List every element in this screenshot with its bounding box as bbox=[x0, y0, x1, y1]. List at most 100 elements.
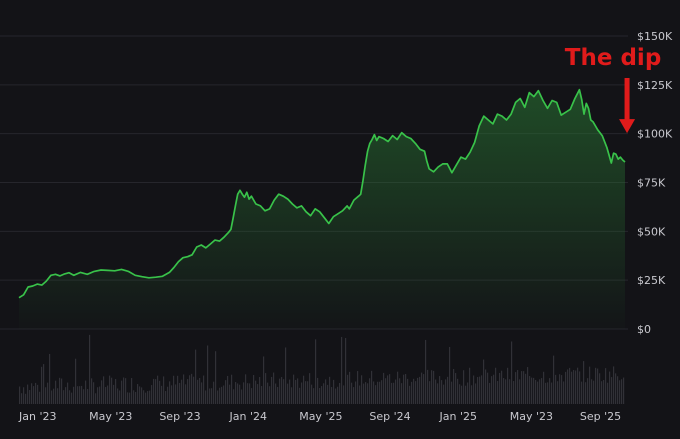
volume-bar bbox=[585, 382, 587, 404]
volume-bar bbox=[381, 380, 383, 404]
volume-bar bbox=[399, 378, 401, 404]
volume-bar bbox=[77, 386, 79, 404]
volume-bar bbox=[417, 377, 419, 404]
volume-bar bbox=[575, 370, 577, 404]
volume-bar bbox=[253, 375, 255, 404]
x-tick-label: Sep '23 bbox=[159, 410, 200, 423]
volume-bar bbox=[355, 381, 357, 404]
volume-bar bbox=[259, 377, 261, 404]
volume-bar bbox=[203, 375, 205, 404]
volume-bar bbox=[577, 367, 579, 404]
x-tick-label: Jan '24 bbox=[229, 410, 267, 423]
volume-bar bbox=[617, 376, 619, 404]
volume-bar bbox=[309, 373, 311, 404]
volume-bar bbox=[377, 381, 379, 404]
volume-bar bbox=[129, 392, 131, 404]
volume-bar bbox=[521, 371, 523, 404]
volume-bar bbox=[39, 391, 41, 404]
volume-bar bbox=[207, 345, 209, 404]
volume-bar bbox=[365, 382, 367, 404]
volume-bar bbox=[281, 377, 283, 404]
y-tick-label: $0 bbox=[637, 323, 651, 336]
volume-bar bbox=[371, 370, 373, 404]
volume-bar bbox=[357, 371, 359, 404]
x-tick-label: May '23 bbox=[510, 410, 553, 423]
volume-bar bbox=[161, 385, 163, 404]
volume-bar bbox=[477, 377, 479, 404]
volume-bar bbox=[35, 382, 37, 404]
volume-bar bbox=[511, 341, 513, 404]
y-tick-label: $25K bbox=[637, 274, 666, 287]
volume-bar bbox=[93, 382, 95, 404]
volume-bar bbox=[367, 383, 369, 404]
volume-bar bbox=[41, 366, 43, 404]
volume-bar bbox=[363, 383, 365, 404]
volume-bar bbox=[265, 373, 267, 404]
volume-bar bbox=[279, 378, 281, 404]
volume-bar bbox=[185, 384, 187, 404]
volume-bar bbox=[385, 378, 387, 404]
volume-bar bbox=[611, 377, 613, 404]
volume-bar bbox=[425, 339, 427, 404]
volume-bar bbox=[541, 378, 543, 404]
volume-bar bbox=[295, 379, 297, 404]
x-tick-label: Sep '25 bbox=[580, 410, 621, 423]
volume-bar bbox=[135, 391, 137, 404]
volume-bar bbox=[155, 379, 157, 404]
volume-bar bbox=[547, 382, 549, 404]
volume-bar bbox=[147, 391, 149, 404]
volume-bar bbox=[31, 383, 33, 404]
volume-bar bbox=[495, 367, 497, 404]
volume-bar bbox=[157, 375, 159, 404]
volume-bar bbox=[221, 386, 223, 404]
volume-bar bbox=[455, 373, 457, 404]
volume-bar bbox=[193, 376, 195, 404]
volume-bar bbox=[303, 375, 305, 404]
volume-bar bbox=[481, 375, 483, 404]
volume-bar bbox=[337, 386, 339, 404]
volume-bar bbox=[347, 374, 349, 404]
volume-bar bbox=[131, 378, 133, 404]
volume-bar bbox=[261, 386, 263, 404]
volume-bar bbox=[389, 374, 391, 404]
volume-bar bbox=[141, 387, 143, 404]
volume-bar bbox=[463, 370, 465, 404]
volume-bar bbox=[473, 375, 475, 404]
volume-bar bbox=[197, 379, 199, 404]
volume-bar bbox=[549, 378, 551, 404]
volume-bar bbox=[291, 387, 293, 404]
volume-bar bbox=[409, 385, 411, 404]
volume-bar bbox=[187, 379, 189, 404]
volume-bar bbox=[533, 377, 535, 404]
volume-bar bbox=[593, 380, 595, 404]
volume-bar bbox=[89, 334, 91, 404]
volume-bar bbox=[301, 382, 303, 404]
volume-bar bbox=[95, 393, 97, 404]
volume-bar bbox=[435, 379, 437, 404]
volume-bar bbox=[215, 351, 217, 404]
volume-bar bbox=[195, 349, 197, 404]
volume-bar bbox=[103, 376, 105, 404]
volume-bar bbox=[583, 361, 585, 404]
volume-bar bbox=[561, 375, 563, 404]
x-axis: Jan '23 May '23 Sep '23 Jan '24 May '25 Sep '… bbox=[18, 410, 621, 423]
volume-bar bbox=[479, 376, 481, 404]
volume-bar bbox=[51, 390, 53, 404]
volume-bar bbox=[325, 379, 327, 404]
volume-bar bbox=[513, 381, 515, 404]
volume-bar bbox=[217, 390, 219, 404]
volume-bar bbox=[123, 377, 125, 404]
price-line bbox=[18, 88, 626, 299]
volume-bar bbox=[331, 387, 333, 404]
volume-bar bbox=[269, 386, 271, 404]
volume-bar bbox=[369, 378, 371, 404]
y-tick-label: $50K bbox=[637, 225, 666, 238]
volume-bar bbox=[475, 383, 477, 404]
volume-bar bbox=[557, 381, 559, 404]
volume-bar bbox=[143, 390, 145, 404]
volume-bar bbox=[151, 385, 153, 404]
volume-bar bbox=[249, 383, 251, 404]
volume-bar bbox=[573, 369, 575, 404]
volume-bar bbox=[75, 358, 77, 404]
